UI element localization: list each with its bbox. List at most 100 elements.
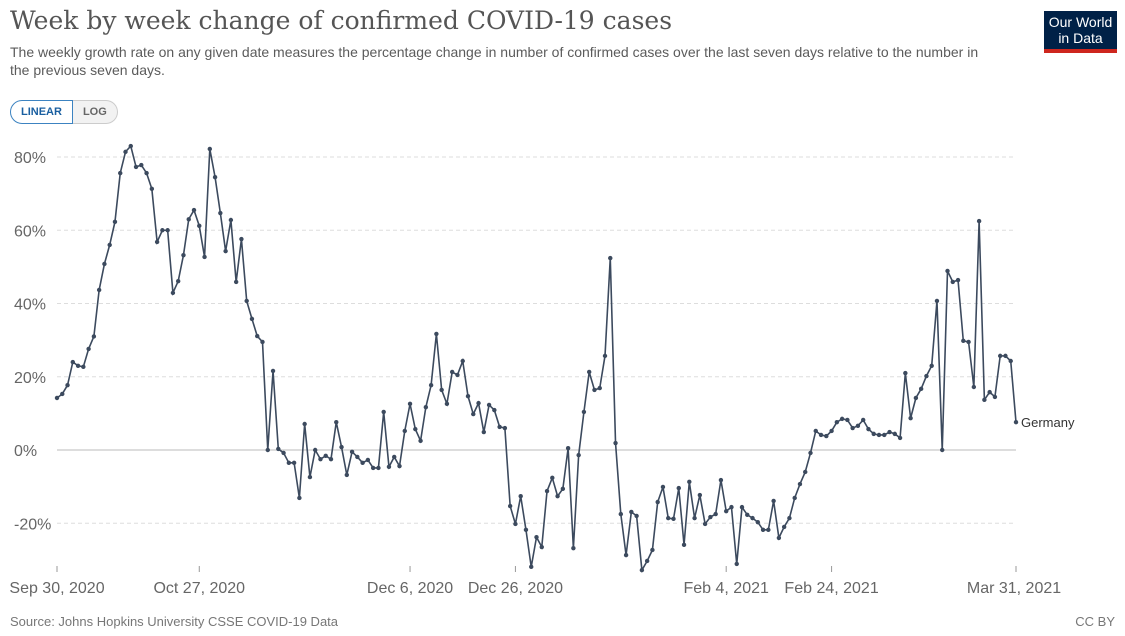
data-point [91, 334, 97, 339]
data-point [882, 432, 887, 438]
data-point [613, 440, 618, 446]
data-point [465, 393, 471, 399]
data-point [602, 353, 608, 359]
data-point [803, 469, 808, 475]
data-point [560, 486, 566, 492]
data-point [207, 146, 213, 152]
data-point [428, 382, 434, 388]
x-tick-label: Feb 4, 2021 [683, 580, 769, 597]
data-point [813, 428, 818, 434]
data-point [776, 535, 782, 541]
data-point [444, 401, 450, 407]
data-point [507, 503, 513, 509]
data-point [244, 298, 249, 304]
data-point [676, 485, 681, 491]
data-point [323, 453, 328, 459]
data-point [133, 164, 139, 170]
data-point [750, 515, 755, 521]
data-point [381, 409, 386, 415]
data-point [186, 217, 191, 222]
data-point [634, 513, 639, 519]
source-note[interactable]: Source: Johns Hopkins University CSSE CO… [10, 614, 339, 629]
data-point [660, 484, 666, 490]
data-point [75, 363, 81, 368]
series-label: Germany [1021, 415, 1075, 430]
data-point [312, 447, 318, 453]
data-point [692, 515, 697, 521]
data-point [834, 419, 840, 425]
data-point [997, 353, 1003, 359]
data-point [992, 394, 998, 400]
data-point [481, 429, 487, 435]
y-tick-label: 20% [14, 370, 46, 387]
data-point [571, 545, 576, 551]
data-point [297, 495, 302, 501]
data-point [70, 359, 76, 365]
data-point [892, 431, 898, 437]
data-point [671, 516, 676, 522]
data-point [592, 387, 597, 393]
data-point [291, 460, 297, 466]
data-point [539, 544, 544, 550]
data-point [745, 512, 750, 518]
data-point [139, 162, 144, 168]
data-point [365, 457, 371, 463]
data-point [376, 465, 381, 471]
log-scale-button[interactable]: LOG [72, 100, 118, 124]
data-point [982, 397, 987, 403]
data-point [165, 228, 170, 233]
data-point [302, 421, 307, 427]
data-point [708, 514, 713, 520]
data-point [476, 400, 481, 406]
data-point [824, 433, 829, 439]
data-point [54, 395, 60, 401]
data-point [1003, 353, 1008, 359]
data-point [918, 386, 924, 392]
x-tick-label: Oct 27, 2020 [153, 580, 245, 597]
data-point [734, 561, 739, 567]
data-point [170, 290, 176, 296]
owid-logo[interactable]: Our World in Data [1044, 11, 1117, 53]
data-point [502, 425, 508, 431]
data-point [797, 481, 803, 487]
data-point [233, 279, 239, 285]
x-tick-label: Sep 30, 2020 [9, 580, 104, 597]
chart-subtitle: The weekly growth rate on any given date… [10, 44, 979, 78]
data-point [934, 298, 940, 304]
x-tick-label: Dec 6, 2020 [367, 580, 453, 597]
license-link[interactable]: CC BY [1075, 614, 1115, 629]
data-point [418, 438, 423, 444]
data-point [492, 407, 497, 413]
data-point [903, 370, 908, 376]
x-tick-label: Feb 24, 2021 [784, 580, 878, 597]
data-point [175, 278, 181, 284]
data-point [123, 149, 128, 155]
data-point [386, 464, 392, 470]
data-point [328, 456, 334, 462]
data-point [929, 363, 934, 368]
data-point [449, 369, 455, 375]
data-point [576, 452, 581, 458]
data-point [276, 446, 281, 452]
y-tick-label: 80% [14, 150, 46, 167]
data-point [760, 527, 766, 533]
data-point [439, 387, 444, 393]
y-tick-label: -20% [14, 516, 51, 533]
data-point [160, 228, 165, 233]
data-point [434, 331, 439, 337]
data-point [218, 210, 223, 216]
data-point [581, 409, 587, 415]
data-point [718, 477, 724, 483]
scale-toggle: LINEAR LOG [10, 100, 118, 124]
data-point [897, 435, 903, 441]
linear-scale-button[interactable]: LINEAR [10, 100, 73, 124]
data-point [60, 391, 65, 397]
data-point [191, 207, 197, 213]
data-point [265, 447, 270, 453]
data-point [544, 488, 550, 494]
data-point [713, 511, 718, 517]
data-point [223, 248, 228, 254]
data-point [955, 277, 961, 283]
data-point [497, 424, 502, 430]
